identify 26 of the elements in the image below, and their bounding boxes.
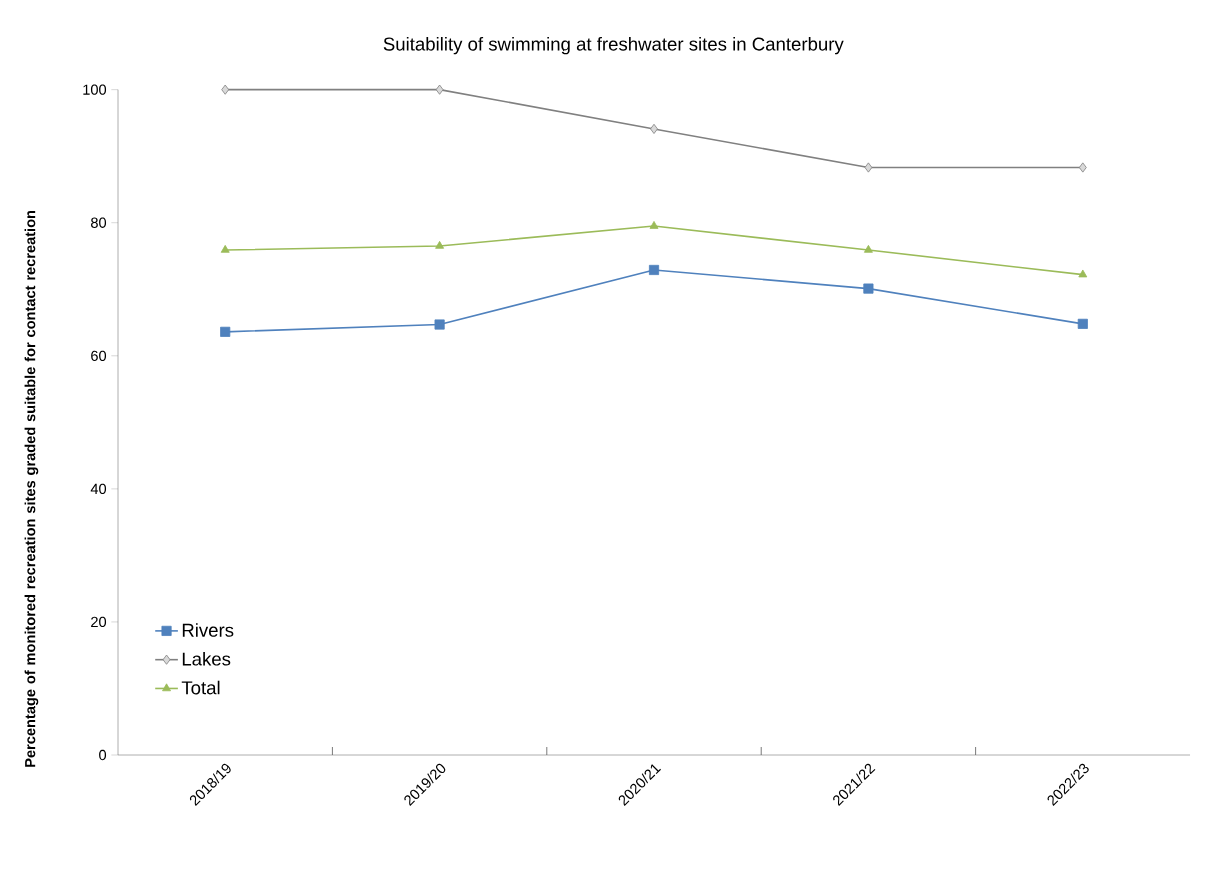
point [1077, 318, 1088, 329]
point [864, 162, 873, 173]
point [1078, 162, 1087, 173]
chart-title: Suitability of swimming at freshwater sites in Canterbury [383, 36, 844, 55]
point [220, 326, 231, 337]
point [434, 319, 445, 330]
point [863, 244, 873, 253]
y-tick-label: 0 [99, 749, 107, 761]
y-tick-label: 40 [90, 483, 107, 495]
point [221, 84, 230, 95]
legend-label: Total [181, 680, 220, 695]
point [1078, 269, 1088, 278]
y-tick-label: 20 [91, 616, 107, 628]
point [650, 123, 658, 134]
point [435, 240, 445, 249]
y-tick-label: 100 [83, 84, 107, 95]
y-tick-label: 60 [91, 350, 107, 361]
y-axis-title: Percentage of monitored recreation sites graded suitable for contact recreation [24, 210, 39, 767]
legend-label: Lakes [182, 651, 231, 666]
point [648, 264, 660, 276]
point [220, 244, 230, 253]
legend-label: Rivers [182, 623, 234, 637]
point [863, 283, 874, 294]
point [649, 221, 659, 229]
y-tick-label: 80 [91, 217, 107, 228]
point [435, 84, 444, 95]
